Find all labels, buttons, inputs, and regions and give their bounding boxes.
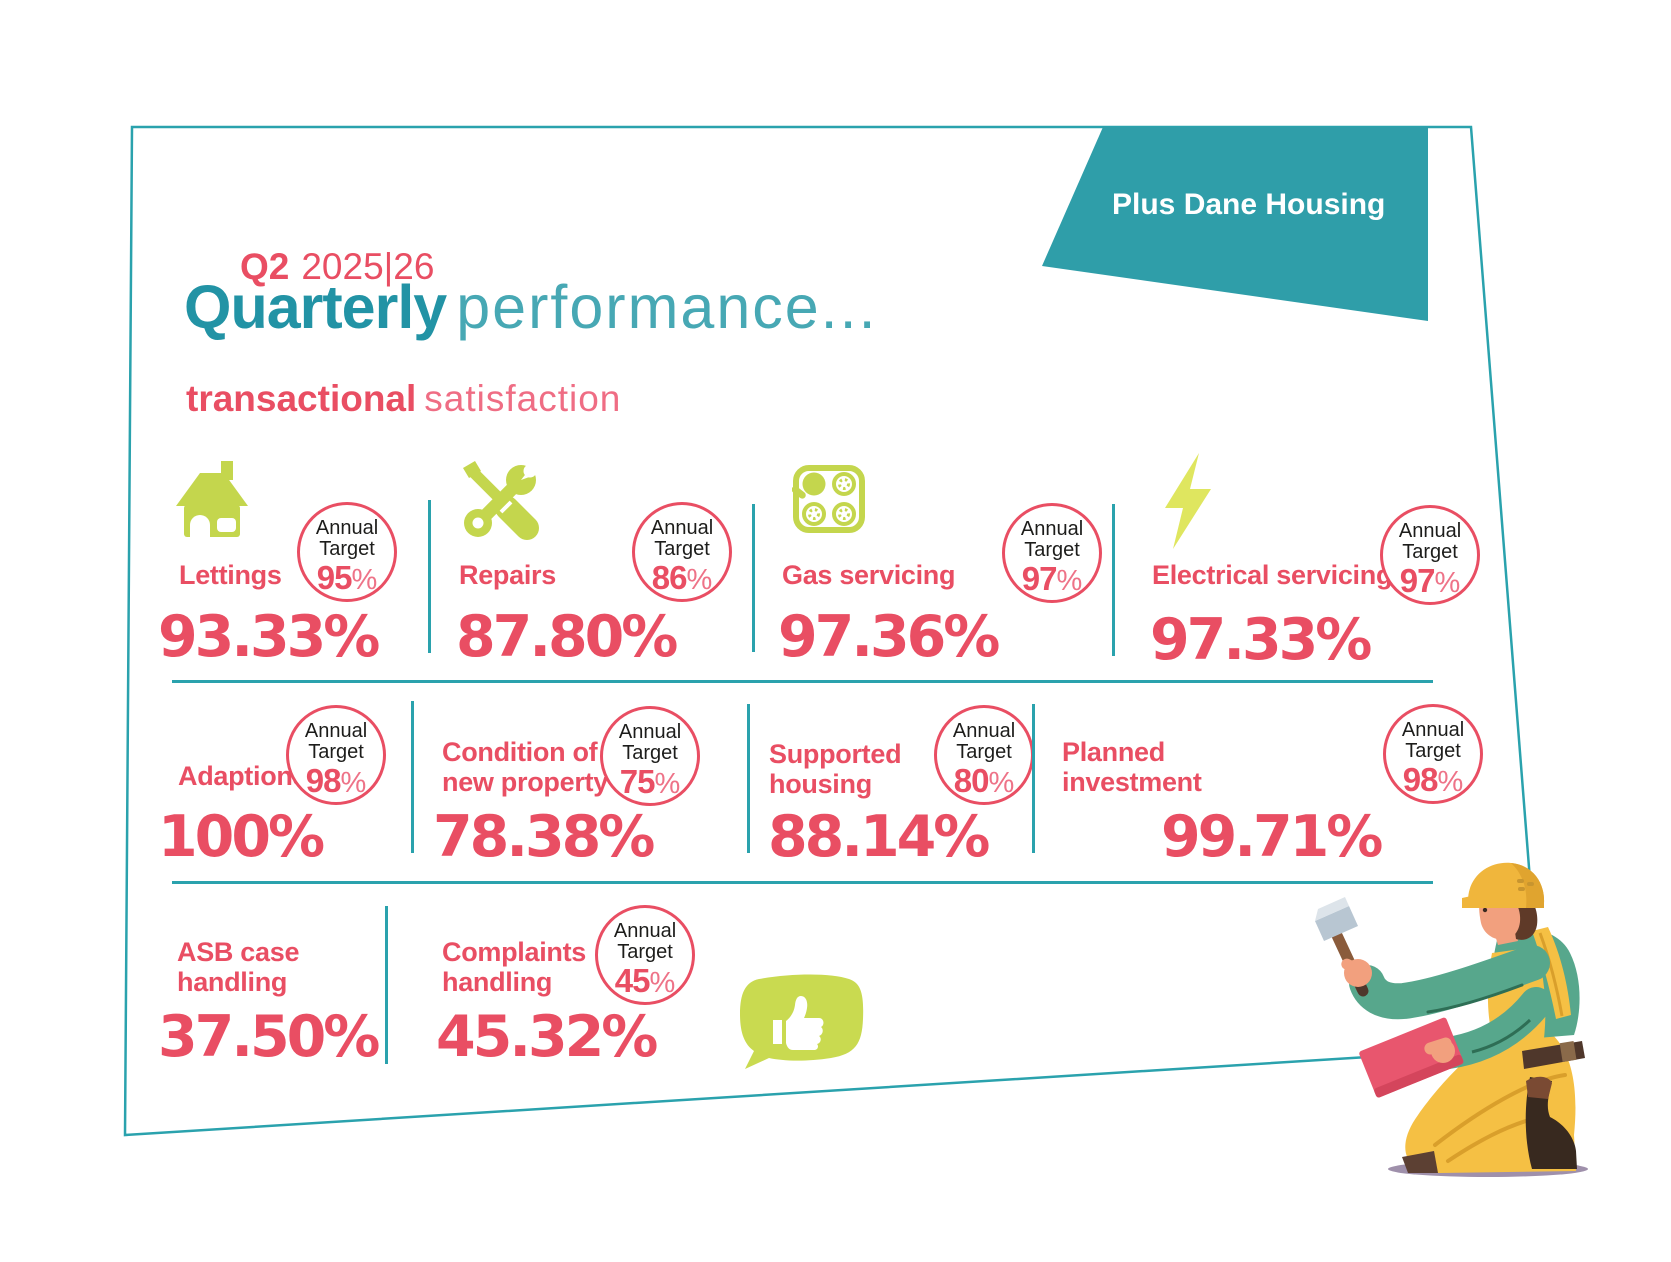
metric-label: Gas servicing xyxy=(782,560,956,590)
percent-sign: % xyxy=(649,967,676,1000)
title-bold: Quarterly xyxy=(184,273,447,341)
column-divider xyxy=(1112,504,1115,656)
row-divider xyxy=(172,881,1433,884)
annual-target-value: 86 xyxy=(651,559,688,597)
gas-hob-icon xyxy=(792,465,865,533)
subtitle-bold: transactional xyxy=(186,378,417,419)
annual-target-word2: Target xyxy=(617,941,673,964)
percent-sign: % xyxy=(351,564,378,597)
metric-value: 99.71% xyxy=(1161,804,1383,870)
lightning-bolt-icon xyxy=(1165,453,1211,549)
annual-target-word1: Annual xyxy=(1020,518,1084,540)
metric-value: 100% xyxy=(158,804,325,870)
annual-target-word1: Annual xyxy=(315,517,379,539)
annual-target-word2: Target xyxy=(319,538,375,561)
annual-target-value: 75 xyxy=(619,763,656,801)
title-light: performance... xyxy=(456,273,878,341)
column-divider xyxy=(752,504,755,652)
percent-sign: % xyxy=(1056,565,1083,598)
annual-target-value: 98 xyxy=(1402,761,1439,799)
metric-label: Adaptions xyxy=(178,761,308,791)
page-title: Quarterly performance... xyxy=(184,272,878,342)
annual-target-word1: Annual xyxy=(618,721,682,743)
annual-target-word2: Target xyxy=(654,538,710,561)
annual-target-badge: Annual Target 98% xyxy=(1383,704,1483,804)
annual-target-badge: Annual Target 80% xyxy=(934,705,1034,805)
annual-target-word2: Target xyxy=(956,741,1012,764)
subtitle-light: satisfaction xyxy=(424,378,622,419)
banner-shape xyxy=(1042,127,1428,321)
metric-value: 88.14% xyxy=(768,804,990,870)
annual-target-word1: Annual xyxy=(650,517,714,539)
annual-target-value: 98 xyxy=(305,762,342,800)
percent-sign: % xyxy=(988,767,1015,800)
metric-label: ASB case handling xyxy=(177,937,300,998)
metric-value: 93.33% xyxy=(158,604,380,670)
column-divider xyxy=(1032,704,1035,853)
metric-value: 37.50% xyxy=(158,1004,380,1070)
metric-label: Repairs xyxy=(459,560,556,590)
tools-icon xyxy=(463,461,541,540)
column-divider xyxy=(411,701,414,853)
annual-target-value: 45 xyxy=(614,962,651,1000)
quarter-line: Q2 2025|26 xyxy=(240,246,434,288)
worker-illustration xyxy=(1315,862,1588,1177)
column-divider xyxy=(747,704,750,853)
metric-label: Electrical servicing xyxy=(1152,560,1393,590)
metric-label: Lettings xyxy=(179,560,282,590)
annual-target-word1: Annual xyxy=(304,720,368,742)
metric-value: 97.36% xyxy=(778,604,1000,670)
percent-sign: % xyxy=(340,767,367,800)
percent-sign: % xyxy=(654,768,681,801)
annual-target-word1: Annual xyxy=(613,920,677,942)
annual-target-word2: Target xyxy=(1402,541,1458,564)
metric-label: Complaints handling xyxy=(442,937,587,998)
annual-target-badge: Annual Target 75% xyxy=(600,706,700,806)
period-label: 2025|26 xyxy=(301,246,435,287)
annual-target-value: 95 xyxy=(316,559,353,597)
annual-target-value: 97 xyxy=(1399,562,1436,600)
house-icon xyxy=(176,461,248,537)
annual-target-word2: Target xyxy=(308,741,364,764)
annual-target-badge: Annual Target 97% xyxy=(1380,505,1480,605)
metric-label: Planned investment xyxy=(1062,737,1202,798)
annual-target-word1: Annual xyxy=(1398,520,1462,542)
annual-target-badge: Annual Target 98% xyxy=(286,705,386,805)
brand-banner: Plus Dane Housing xyxy=(1112,188,1386,221)
annual-target-word2: Target xyxy=(1405,740,1461,763)
quarter-label: Q2 xyxy=(240,246,290,287)
annual-target-value: 80 xyxy=(953,762,990,800)
annual-target-word2: Target xyxy=(622,742,678,765)
annual-target-value: 97 xyxy=(1021,560,1058,598)
metric-value: 87.80% xyxy=(456,604,678,670)
annual-target-badge: Annual Target 95% xyxy=(297,502,397,602)
row-divider xyxy=(172,680,1433,683)
column-divider xyxy=(385,906,388,1064)
annual-target-badge: Annual Target 45% xyxy=(595,905,695,1005)
percent-sign: % xyxy=(1437,766,1464,799)
annual-target-badge: Annual Target 97% xyxy=(1002,503,1102,603)
metric-value: 45.32% xyxy=(436,1004,658,1070)
annual-target-badge: Annual Target 86% xyxy=(632,502,732,602)
percent-sign: % xyxy=(686,564,713,597)
metric-value: 97.33% xyxy=(1150,607,1372,673)
thumbs-up-icon xyxy=(740,974,864,1069)
column-divider xyxy=(428,500,431,653)
annual-target-word1: Annual xyxy=(1401,719,1465,741)
annual-target-word2: Target xyxy=(1024,539,1080,562)
annual-target-word1: Annual xyxy=(952,720,1016,742)
metric-label: Condition of new property xyxy=(442,737,608,798)
metric-label: Supported housing xyxy=(769,739,902,800)
page-subtitle: transactional satisfaction xyxy=(186,378,621,420)
metric-value: 78.38% xyxy=(433,804,655,870)
percent-sign: % xyxy=(1434,567,1461,600)
